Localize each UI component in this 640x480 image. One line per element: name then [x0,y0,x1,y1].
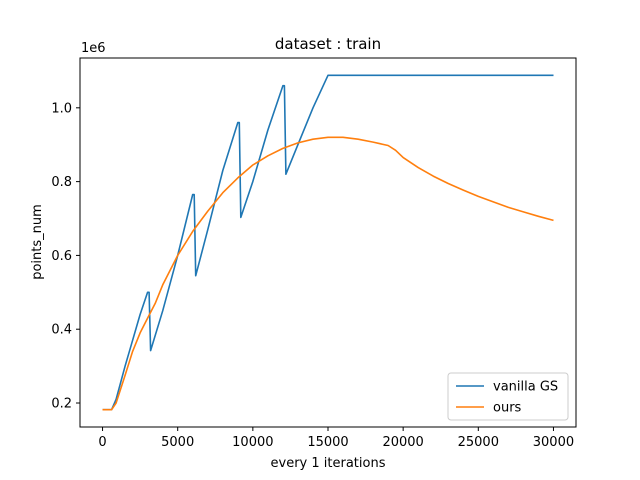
series-line-vanilla-gs [102,74,554,411]
y-axis: 0.2 0.4 0.6 0.8 1.0 [51,101,80,412]
x-axis-label: every 1 iterations [271,456,386,471]
legend: vanilla GS ours [447,372,569,421]
x-tick-label: 15000 [307,435,348,450]
x-tick-label: 10000 [232,435,273,450]
x-axis: 0 5000 10000 15000 20000 25000 30000 [98,427,574,450]
y-tick-label: 0.8 [51,175,72,190]
legend-box [447,372,569,421]
y-offset-label: 1e6 [81,41,106,56]
chart-title: dataset : train [275,35,381,53]
y-tick-label: 1.0 [51,101,72,116]
y-tick-label: 0.6 [51,249,72,264]
y-tick-label: 0.4 [51,323,72,338]
x-tick-label: 0 [98,435,106,450]
x-tick-label: 5000 [161,435,194,450]
y-axis-label: points_num [30,204,45,280]
y-tick-label: 0.2 [51,397,72,412]
x-tick-label: 20000 [382,435,423,450]
x-tick-label: 30000 [533,435,574,450]
plot-lines [102,74,554,411]
legend-label: vanilla GS [493,380,558,395]
series-line-ours [102,136,554,411]
x-tick-label: 25000 [458,435,499,450]
legend-label: ours [493,401,522,416]
